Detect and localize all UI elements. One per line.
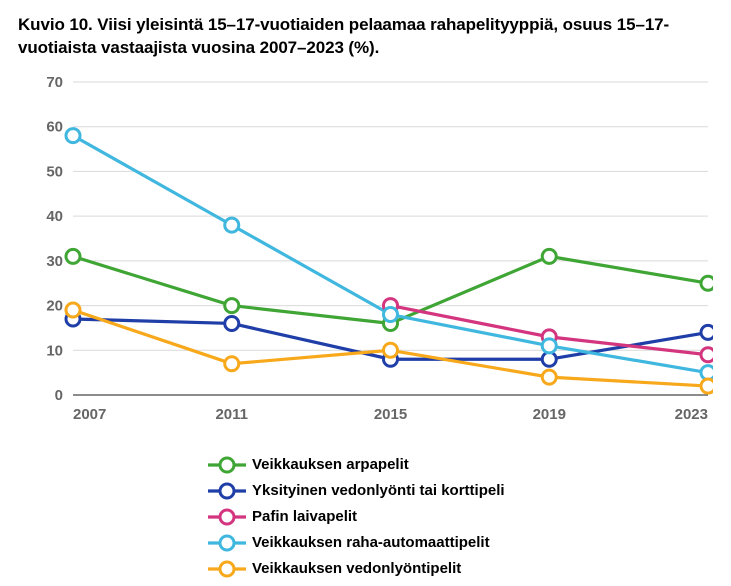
legend-item: Veikkauksen vedonlyöntipelit bbox=[208, 556, 713, 582]
svg-text:10: 10 bbox=[46, 342, 63, 359]
legend: Veikkauksen arpapelit Yksityinen vedonlyö… bbox=[208, 452, 713, 582]
legend-label: Veikkauksen arpapelit bbox=[252, 456, 409, 473]
legend-item: Yksityinen vedonlyönti tai korttipeli bbox=[208, 478, 713, 504]
svg-text:0: 0 bbox=[55, 387, 63, 404]
svg-text:20: 20 bbox=[46, 297, 63, 314]
legend-swatch bbox=[208, 507, 246, 527]
svg-text:2011: 2011 bbox=[215, 406, 248, 423]
legend-label: Yksityinen vedonlyönti tai korttipeli bbox=[252, 482, 505, 499]
svg-text:70: 70 bbox=[46, 74, 63, 91]
svg-text:30: 30 bbox=[46, 253, 63, 270]
legend-swatch bbox=[208, 481, 246, 501]
svg-text:2015: 2015 bbox=[374, 406, 407, 423]
legend-item: Pafin laivapelit bbox=[208, 504, 713, 530]
svg-text:2023: 2023 bbox=[675, 406, 708, 423]
svg-text:2019: 2019 bbox=[533, 406, 566, 423]
legend-item: Veikkauksen arpapelit bbox=[208, 452, 713, 478]
line-chart: 0 10 20 30 40 50 60 70 2007 2011 2015 2019 2023 bbox=[18, 70, 713, 440]
svg-text:40: 40 bbox=[46, 208, 63, 225]
legend-label: Veikkauksen vedonlyöntipelit bbox=[252, 560, 461, 577]
legend-item: Veikkauksen raha-automaattipelit bbox=[208, 530, 713, 556]
legend-label: Pafin laivapelit bbox=[252, 508, 357, 525]
legend-swatch bbox=[208, 559, 246, 579]
svg-text:2007: 2007 bbox=[73, 406, 106, 423]
svg-text:50: 50 bbox=[46, 163, 63, 180]
legend-swatch bbox=[208, 455, 246, 475]
legend-label: Veikkauksen raha-automaattipelit bbox=[252, 534, 490, 551]
legend-swatch bbox=[208, 533, 246, 553]
svg-text:60: 60 bbox=[46, 119, 63, 136]
chart-title: Kuvio 10. Viisi yleisintä 15–17-vuotiaid… bbox=[18, 14, 713, 60]
